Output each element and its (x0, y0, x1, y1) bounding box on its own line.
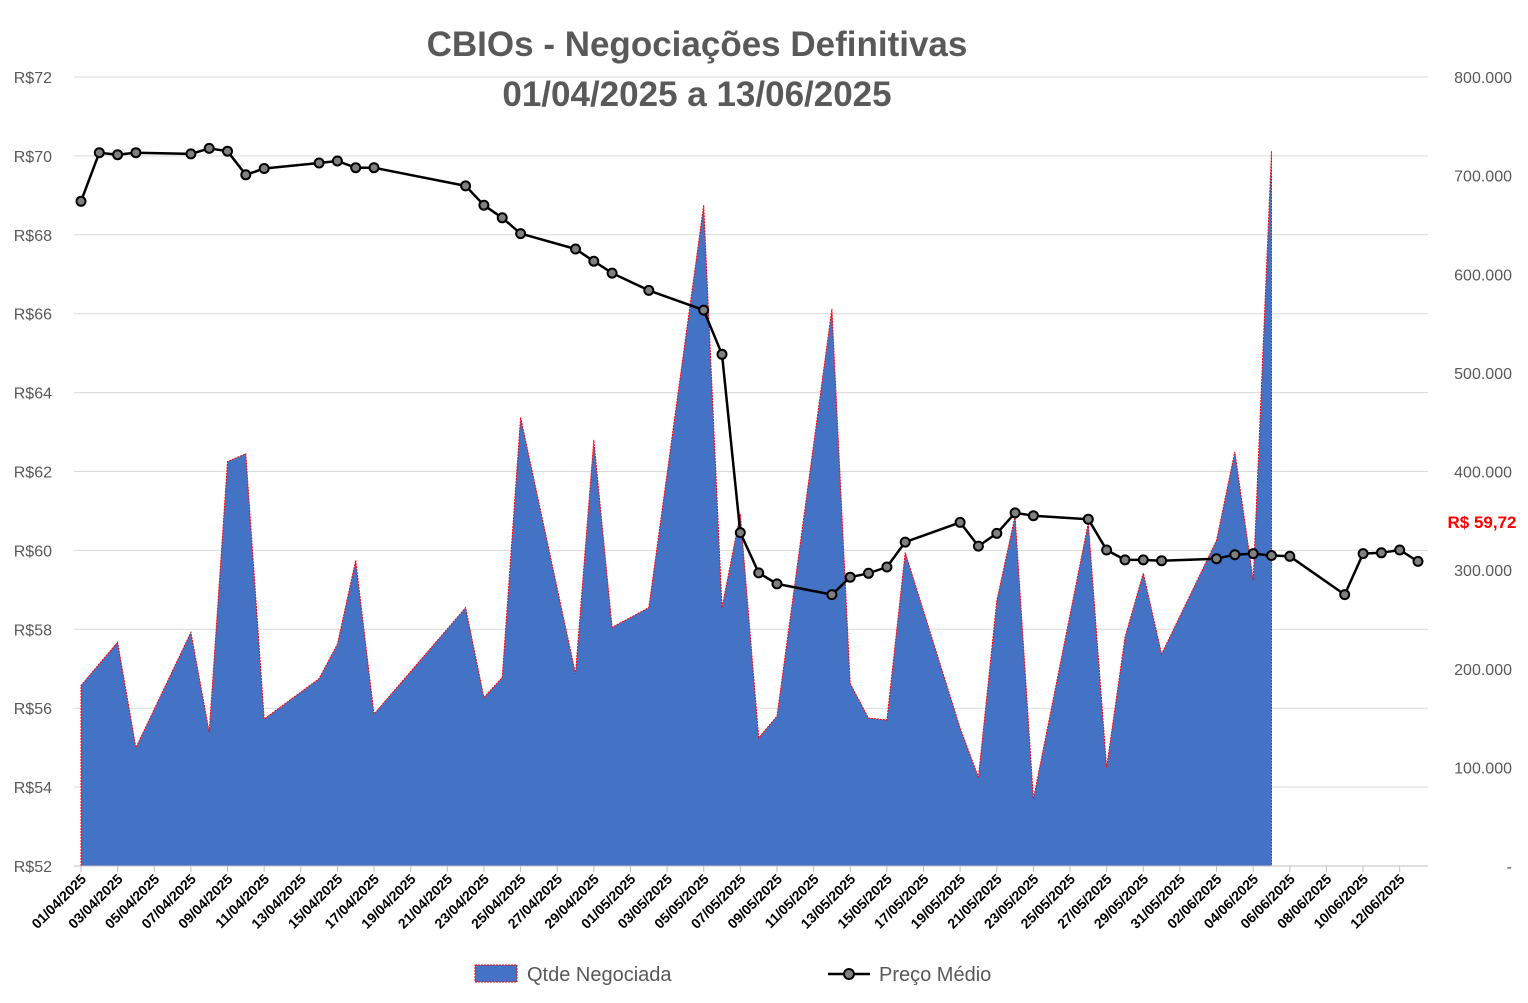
y-left-tick-label: R$72 (14, 70, 52, 87)
chart-subtitle: 01/04/2025 a 13/06/2025 (502, 75, 891, 114)
price-marker (972, 540, 984, 552)
y-left-tick-label: R$60 (14, 543, 52, 560)
y-right-tick-label: 200.000 (1454, 662, 1512, 679)
line-series-layer (75, 142, 1424, 601)
price-marker (753, 567, 765, 579)
y-left-tick-label: R$54 (14, 780, 52, 797)
y-left-tick-label: R$52 (14, 859, 52, 876)
legend: Qtde Negociada Preço Médio (474, 964, 991, 986)
price-marker (954, 516, 966, 528)
price-marker (1211, 553, 1222, 565)
price-marker (881, 561, 893, 573)
price-marker (863, 567, 874, 579)
price-marker (1101, 544, 1113, 556)
price-marker (899, 536, 911, 548)
price-marker (258, 163, 270, 174)
price-marker (588, 255, 600, 267)
price-marker (331, 155, 343, 167)
price-marker (716, 348, 728, 360)
line-series-preco-medio (79, 147, 1419, 596)
price-marker (734, 527, 746, 539)
price-marker (826, 589, 838, 601)
price-marker (1247, 548, 1259, 560)
price-marker (1082, 513, 1094, 525)
price-marker (515, 228, 527, 240)
price-marker (93, 147, 105, 159)
last-price-annotation: R$ 59,72 (1448, 513, 1517, 532)
price-marker (606, 267, 618, 279)
y-right-tick-label: 400.000 (1454, 465, 1512, 482)
price-marker (460, 180, 472, 192)
price-marker (75, 195, 87, 207)
y-left-tick-label: R$68 (14, 228, 52, 245)
y-right-tick-label: 800.000 (1454, 70, 1512, 87)
chart-title: CBIOs - Negociações Definitivas (427, 25, 968, 64)
price-marker (643, 284, 655, 296)
price-marker (112, 149, 124, 161)
y-right-tick-label: 700.000 (1454, 169, 1512, 186)
price-marker (991, 527, 1003, 539)
price-marker (368, 162, 380, 174)
y-right-tick-label: 500.000 (1454, 366, 1512, 383)
legend-swatch-qtde-negociada (474, 964, 518, 983)
price-marker (1156, 555, 1168, 567)
price-marker (1137, 554, 1149, 566)
y-left-tick-label: R$66 (14, 307, 52, 324)
price-marker (1339, 589, 1351, 601)
y-right-tick-label: 300.000 (1454, 563, 1512, 580)
price-marker (313, 157, 325, 169)
y-left-tick-label: R$58 (14, 622, 52, 639)
price-marker (1027, 510, 1039, 522)
price-marker (222, 145, 233, 157)
price-marker (1412, 555, 1424, 567)
price-marker (1284, 550, 1296, 562)
price-marker (844, 571, 856, 583)
legend-marker-preco-medio (843, 968, 855, 980)
legend-label-qtde-negociada: Qtde Negociada (527, 964, 672, 986)
area-series-layer (80, 150, 1272, 867)
legend-label-preco-medio: Preço Médio (879, 964, 991, 986)
price-marker (1394, 544, 1406, 556)
y-left-tick-label: R$56 (14, 701, 52, 718)
y-left-tick-label: R$62 (14, 465, 52, 482)
price-marker (203, 142, 215, 154)
price-marker (1009, 507, 1021, 519)
price-marker (1375, 547, 1387, 559)
y-right-tick-label: 600.000 (1454, 267, 1512, 284)
y-right-tick-label: - (1507, 859, 1512, 876)
price-marker (496, 212, 508, 224)
y-right-tick-label: 100.000 (1454, 760, 1512, 777)
y-left-tick-label: R$64 (14, 386, 52, 403)
price-marker (1266, 550, 1277, 561)
price-marker (1119, 554, 1131, 566)
area-series-qtde-negociada (80, 150, 1272, 867)
price-marker (1357, 548, 1369, 560)
axes (74, 865, 1428, 872)
price-marker (240, 169, 252, 181)
price-marker (1229, 549, 1241, 561)
price-marker (570, 243, 581, 255)
price-marker (350, 162, 362, 174)
price-marker (130, 147, 142, 159)
price-marker (478, 199, 490, 211)
y-left-tick-label: R$70 (14, 149, 52, 166)
price-marker (771, 578, 783, 590)
price-marker (698, 304, 710, 316)
price-marker (185, 148, 197, 160)
